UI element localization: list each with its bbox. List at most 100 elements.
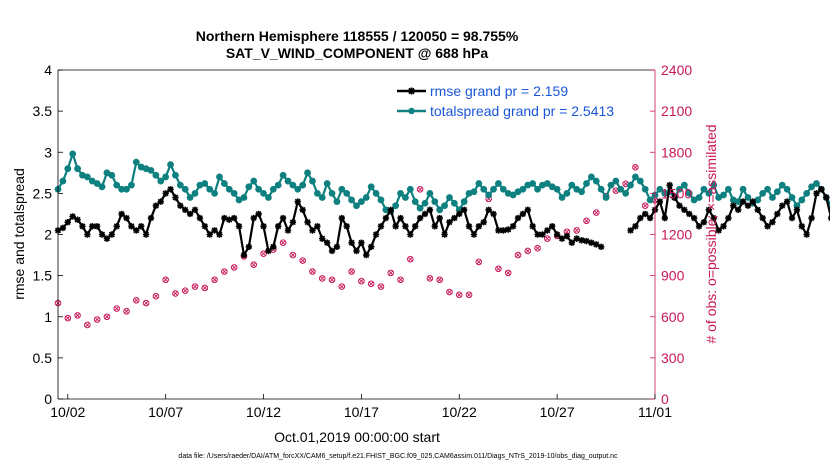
obs-assimilated-marker (613, 188, 619, 193)
obs-possible-marker (416, 185, 424, 193)
rmse-marker (113, 223, 120, 230)
rmse-marker (377, 223, 385, 230)
totalspread-marker (206, 185, 214, 193)
obs-point (436, 276, 443, 284)
totalspread-marker (543, 180, 551, 187)
legend-label: totalspread grand pr = 2.5413 (430, 103, 614, 119)
obs-assimilated-marker (133, 297, 139, 303)
obs-possible-marker (358, 277, 365, 285)
rmse-marker (59, 224, 67, 232)
rmse-marker (279, 214, 287, 222)
obs-assimilated-marker (642, 203, 648, 209)
rmse-marker (798, 223, 806, 230)
rmse-marker (64, 218, 71, 226)
obs-possible-marker (446, 288, 453, 296)
obs-point (377, 283, 385, 290)
tick-labels: 0 0.5 1 1.5 2 2.5 3 3.5 4 0 300 600 900 1200 1500 1800 2… (33, 62, 693, 420)
obs-possible-marker (455, 291, 463, 299)
rmse-marker (201, 223, 209, 230)
totalspread-marker (289, 181, 297, 189)
rmse-marker (661, 214, 668, 222)
totalspread-marker (367, 183, 375, 191)
obs-assimilated-marker (515, 252, 521, 258)
y-left-tick-label: 3.5 (33, 103, 53, 119)
obs-assimilated-marker (593, 210, 599, 215)
y-left-tick-label: 1.5 (33, 268, 53, 284)
rmse-marker (265, 247, 272, 255)
obs-assimilated-marker (65, 315, 71, 321)
rmse-marker (275, 223, 282, 230)
obs-assimilated-marker (202, 285, 208, 291)
obs-possible-marker (279, 239, 287, 247)
totalspread-marker (274, 181, 282, 189)
rmse-marker (412, 223, 419, 230)
rmse-marker (250, 214, 257, 222)
chart-title-line1: Northern Hemisphere 118555 / 120050 = 98… (196, 28, 519, 44)
rmse-marker (133, 227, 140, 234)
rmse-marker (597, 243, 605, 251)
obs-point (573, 227, 581, 234)
totalspread-marker (720, 191, 727, 199)
totalspread-marker (446, 194, 453, 201)
obs-assimilated-marker (280, 240, 286, 246)
totalspread-marker (558, 194, 566, 201)
y-right-tick-label: 2100 (661, 103, 692, 119)
totalspread-marker (676, 185, 683, 193)
obs-point (250, 261, 258, 268)
rmse-marker (593, 241, 600, 248)
rmse-marker (519, 210, 527, 218)
rmse-marker (749, 198, 757, 205)
rmse-marker (490, 210, 497, 218)
y-right-tick-label: 2400 (661, 62, 692, 78)
rmse-marker (465, 223, 473, 230)
x-tick-label: 10/17 (344, 404, 379, 420)
obs-point (426, 275, 434, 282)
x-tick-label: 10/27 (540, 404, 575, 420)
rmse-marker (671, 194, 678, 201)
totalspread-marker (421, 199, 429, 207)
rmse-marker (402, 223, 409, 230)
totalspread-marker (480, 185, 488, 193)
rmse-marker (260, 223, 267, 230)
obs-point (514, 251, 522, 259)
obs-point (84, 321, 91, 329)
rmse-marker (103, 235, 111, 242)
totalspread-marker (617, 185, 625, 193)
obs-assimilated-marker (505, 270, 511, 276)
obs-assimilated-marker (437, 277, 443, 283)
obs-possible-marker (201, 284, 209, 292)
totalspread-marker (636, 177, 644, 185)
obs-point (544, 235, 551, 242)
totalspread-marker (627, 181, 634, 189)
obs-point (465, 291, 473, 299)
rmse-marker (436, 214, 443, 222)
totalspread-marker (641, 185, 649, 193)
rmse-marker (783, 198, 791, 205)
rmse-marker (524, 206, 531, 214)
obs-point (93, 316, 101, 323)
rmse-marker (734, 206, 742, 214)
totalspread-marker (568, 181, 576, 189)
legend-label: rmse grand pr = 2.159 (430, 83, 568, 99)
rmse-marker (108, 231, 116, 238)
totalspread-marker (348, 196, 356, 204)
obs-possible-marker (211, 276, 218, 284)
totalspread-marker (583, 180, 590, 187)
obs-assimilated-marker (408, 256, 413, 262)
rmse-marker (690, 214, 698, 222)
obs-possible-marker (318, 275, 326, 282)
obs-assimilated-marker (182, 288, 188, 294)
rmse-marker (426, 206, 434, 214)
rmse-marker (549, 223, 556, 230)
totalspread-marker (597, 185, 605, 193)
totalspread-marker (587, 173, 595, 181)
data-file-footer: data file: /Users/raeder/DAI/ATM_forcXX/… (178, 453, 618, 460)
rmse-marker (397, 214, 404, 222)
rmse-marker (686, 210, 693, 218)
rmse-marker (818, 186, 825, 193)
obs-point (524, 247, 532, 255)
obs-point (367, 280, 375, 288)
chart-title-line2: SAT_V_WIND_COMPONENT @ 688 hPa (226, 45, 489, 61)
totalspread-marker (764, 185, 771, 193)
